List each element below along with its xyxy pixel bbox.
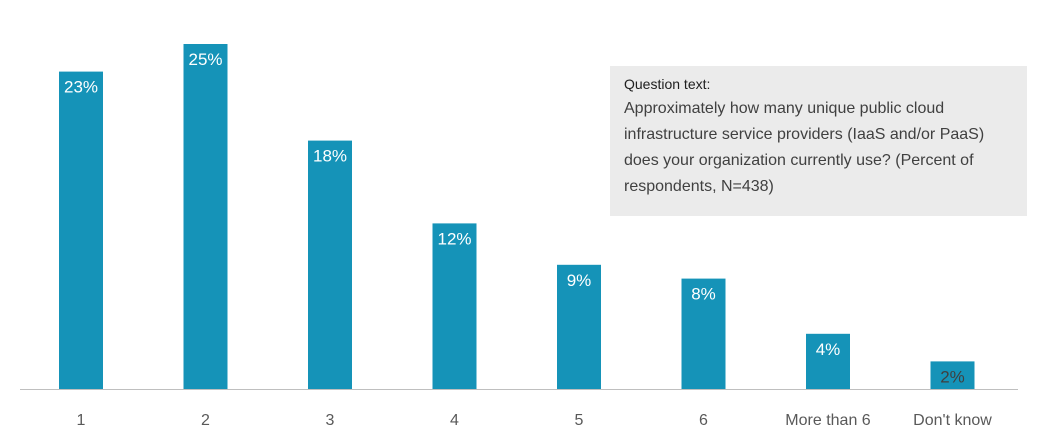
bar-3 — [308, 140, 352, 389]
x-tick-label: More than 6 — [785, 412, 870, 429]
data-label: 12% — [437, 229, 471, 248]
data-label: 25% — [188, 50, 222, 69]
x-tick-label: 6 — [699, 412, 708, 429]
bar-1 — [59, 71, 103, 389]
bar-don-t-know — [930, 361, 975, 389]
bars-group: 23% 25% 18% 12% 9% 8% 4% 2% — [59, 44, 975, 389]
bar-6 — [681, 278, 726, 389]
bar-2 — [183, 44, 228, 389]
question-text-heading: Question text: — [624, 76, 711, 92]
x-tick-labels: 1 2 3 4 5 6 More than 6 Don't know — [77, 412, 993, 429]
data-label: 23% — [64, 78, 98, 97]
x-tick-label: Don't know — [913, 412, 992, 429]
data-label: 9% — [567, 271, 592, 290]
bar-5 — [557, 264, 601, 389]
x-tick-label: 3 — [326, 412, 335, 429]
x-tick-label: 1 — [77, 412, 86, 429]
data-label: 2% — [940, 367, 965, 386]
bar-4 — [432, 223, 477, 389]
x-tick-label: 5 — [575, 412, 584, 429]
x-tick-label: 2 — [201, 412, 210, 429]
x-tick-label: 4 — [450, 412, 459, 429]
data-label: 8% — [691, 285, 716, 304]
data-label: 18% — [313, 147, 347, 166]
question-text-box: Question text: Approximately how many un… — [610, 66, 1027, 216]
data-label: 4% — [816, 340, 841, 359]
question-text-body: Approximately how many unique public clo… — [624, 100, 985, 195]
bar-more-than-6 — [806, 333, 850, 389]
